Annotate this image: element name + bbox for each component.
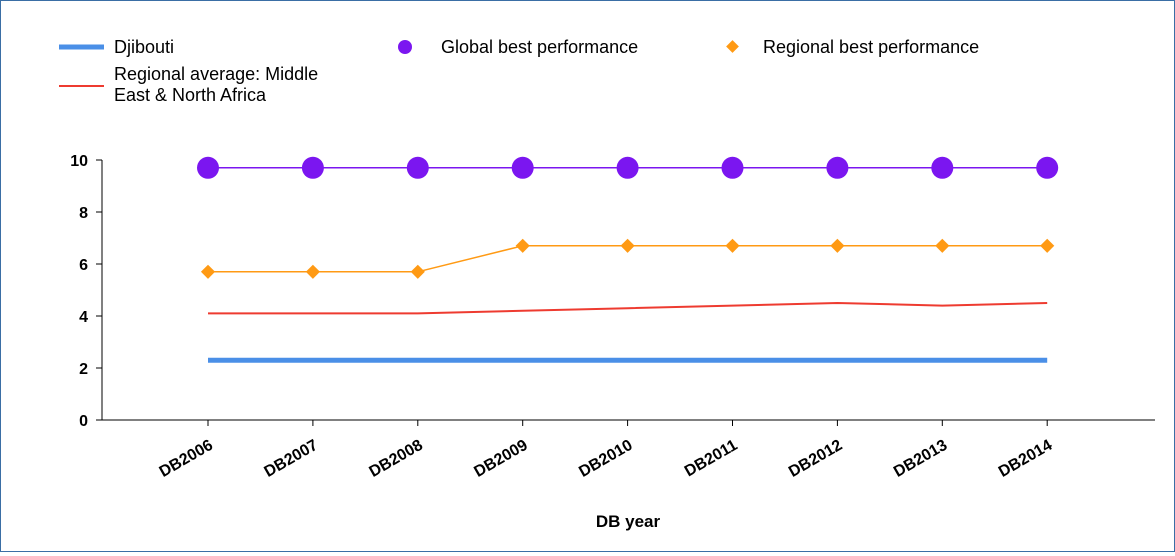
x-tick-label: DB2014 (996, 437, 1055, 481)
legend-label-global-best: Global best performance (441, 37, 638, 57)
series-regional-average-middle-east-north-africa (208, 302, 1048, 315)
data-point (410, 264, 425, 279)
data-point (305, 264, 320, 279)
legend-item-global-best: Global best performance (398, 37, 638, 57)
series-regional-best-performance (200, 238, 1055, 279)
legend-label-regional-average-line1: Regional average: Middle (114, 64, 318, 84)
data-point (515, 238, 530, 253)
x-tick-label: DB2006 (157, 437, 216, 481)
x-tick-label: DB2012 (786, 437, 845, 481)
data-point (830, 238, 845, 253)
y-tick-label: 6 (79, 257, 88, 274)
series-global-best-performance (197, 156, 1059, 179)
legend-item-djibouti: Djibouti (59, 37, 174, 57)
data-point (725, 238, 740, 253)
x-tick-label: DB2010 (576, 437, 635, 481)
data-point (1036, 156, 1059, 179)
y-tick-label: 0 (79, 413, 88, 430)
legend-item-regional-average: Regional average: Middle East & North Af… (59, 64, 318, 105)
x-tick-label: DB2009 (471, 437, 530, 481)
legend-item-regional-best: Regional best performance (726, 37, 979, 57)
legend-swatch-global-best (398, 40, 412, 54)
legend-label-regional-best: Regional best performance (763, 37, 979, 57)
x-ticks: DB2006 DB2007 DB2008 DB2009 DB2010 DB2011 DB20… (157, 420, 1055, 481)
x-tick-label: DB2011 (682, 437, 741, 481)
y-tick-label: 4 (79, 309, 88, 326)
data-point (931, 156, 954, 179)
data-point (406, 156, 429, 179)
legend-label-djibouti: Djibouti (114, 37, 174, 57)
y-tick-label: 2 (79, 361, 88, 378)
data-point (826, 156, 849, 179)
x-tick-label: DB2007 (262, 437, 321, 481)
series-line-regional-average-middle-east-north-africa (208, 302, 1048, 315)
data-point (620, 238, 635, 253)
x-tick-label: DB2008 (366, 437, 425, 481)
legend-label-regional-average-line2: East & North Africa (114, 85, 267, 105)
y-tick-label: 10 (70, 153, 88, 170)
data-point (200, 264, 216, 279)
data-point (616, 156, 639, 179)
series-layer (197, 156, 1059, 363)
y-ticks: 0 2 4 6 8 10 (70, 153, 102, 430)
data-point (935, 238, 950, 253)
data-point (511, 156, 534, 179)
data-point (721, 156, 744, 179)
data-point (301, 156, 324, 179)
legend: Djibouti Regional average: Middle East &… (59, 37, 979, 105)
x-tick-label: DB2013 (891, 437, 950, 481)
data-point (197, 156, 219, 179)
legend-swatch-regional-best (726, 40, 739, 53)
x-axis-title: DB year (596, 512, 661, 531)
data-point (1040, 238, 1055, 253)
y-tick-label: 8 (79, 205, 88, 222)
